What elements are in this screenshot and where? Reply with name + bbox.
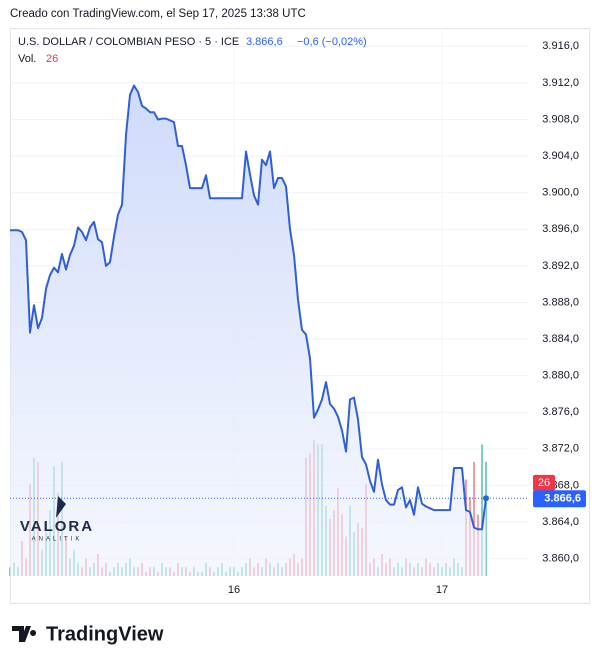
last-point	[483, 495, 489, 502]
watermark-icon	[56, 496, 66, 518]
volume-name: Vol.	[18, 53, 36, 65]
y-tick-label: 3.904,0	[542, 150, 579, 162]
x-tick-label: 16	[228, 584, 240, 596]
y-tick-label: 3.864,0	[542, 516, 579, 528]
y-tick-label: 3.896,0	[542, 223, 579, 235]
y-tick-label: 3.884,0	[542, 333, 579, 345]
footer-brand: TradingView	[46, 623, 164, 645]
volume-tag-bg	[533, 474, 555, 491]
symbol-title: U.S. DOLLAR / COLOMBIAN PESO · 5 · ICE	[18, 36, 239, 48]
price-tag: 3.866,6	[544, 493, 581, 505]
price-line	[10, 84, 487, 531]
y-tick-label: 3.876,0	[542, 406, 579, 418]
axis-layer: 3.860,03.864,03.868,03.872,03.876,03.880…	[228, 40, 586, 596]
watermark-sub: ANALITIK	[32, 537, 83, 543]
volume-tag: 26	[538, 477, 550, 489]
y-tick-label: 3.872,0	[542, 443, 579, 455]
footer-logo: TradingView	[12, 623, 164, 645]
area-fill	[10, 85, 486, 576]
y-tick-label: 3.908,0	[542, 113, 579, 125]
last-price: 3.866,6	[246, 36, 283, 48]
y-tick-label: 3.892,0	[542, 260, 579, 272]
volume-last: 26	[46, 53, 58, 65]
price-tag-bg	[533, 490, 586, 508]
area-layer	[10, 84, 528, 576]
y-tick-label: 3.880,0	[542, 370, 579, 382]
y-tick-label: 3.912,0	[542, 77, 579, 89]
footer-icon	[12, 626, 37, 642]
y-tick-label: 3.900,0	[542, 187, 579, 199]
volume-bar	[473, 461, 475, 576]
y-tick-label: 3.860,0	[542, 553, 579, 565]
watermark-name: VALORA	[20, 518, 94, 535]
created-note: Creado con TradingView.com, el Sep 17, 2…	[10, 8, 306, 20]
price-change: −0,6 (−0,02%)	[297, 36, 367, 48]
y-tick-label: 3.888,0	[542, 296, 579, 308]
volume-bar	[481, 444, 483, 576]
watermark: VALORA ANALITIK	[20, 496, 94, 543]
x-tick-label: 17	[436, 584, 448, 596]
y-tick-label: 3.916,0	[542, 40, 579, 52]
